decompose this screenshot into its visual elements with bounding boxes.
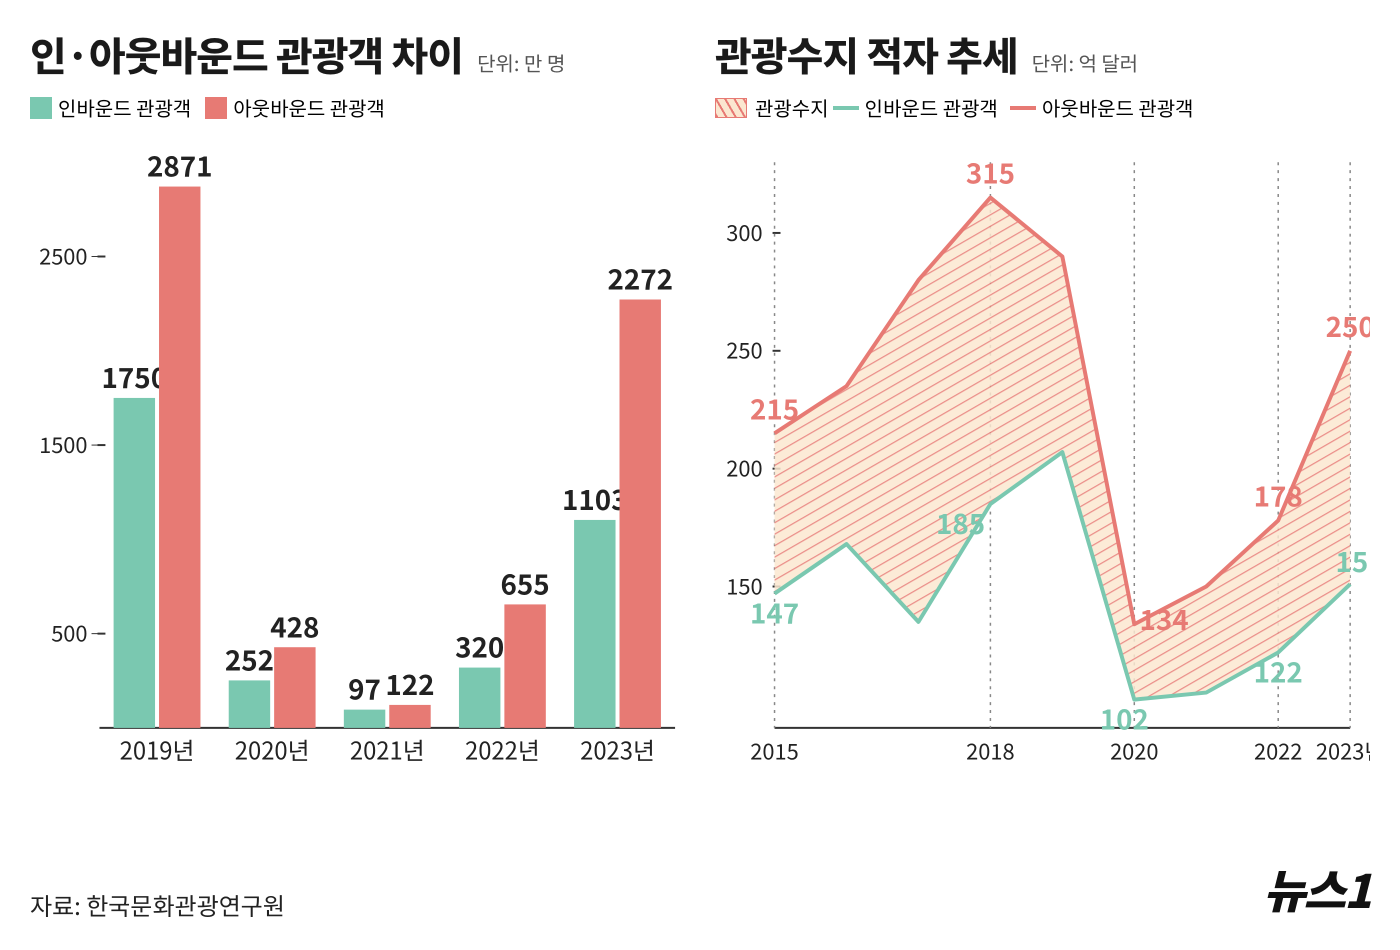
outbound-line-swatch xyxy=(1010,106,1036,110)
bar-value-label: 428 xyxy=(270,606,319,646)
bar-category-label: 2020년 xyxy=(235,732,310,767)
bar-category-label: 2021년 xyxy=(350,732,425,767)
line-value-label: 122 xyxy=(1254,651,1303,691)
legend-inbound-line-label: 인바운드 관광객 xyxy=(865,93,998,122)
svg-text:300: 300 xyxy=(726,217,762,248)
svg-text:250: 250 xyxy=(726,335,762,366)
bar-value-label: 2272 xyxy=(607,259,673,299)
line-value-label: 102 xyxy=(1100,698,1149,738)
svg-text:2500: 2500 xyxy=(39,240,87,271)
line-value-label: 215 xyxy=(750,388,799,428)
bar-category-label: 2019년 xyxy=(120,732,195,767)
bar-chart-panel: 인·아웃바운드 관광객 차이 단위: 만 명 인바운드 관광객 아웃바운드 관광… xyxy=(30,25,685,780)
bar-value-label: 122 xyxy=(385,664,434,704)
line-chart-legend: 관광수지 인바운드 관광객 아웃바운드 관광객 xyxy=(715,93,1370,122)
line-chart-svg: 1502002503002153151341782501471851021221… xyxy=(715,130,1370,780)
line-value-label: 185 xyxy=(936,503,985,543)
balance-swatch xyxy=(715,98,747,118)
bar-value-label: 1103 xyxy=(562,479,628,519)
x-tick-label: 2015 xyxy=(750,736,798,767)
bar-inbound xyxy=(344,710,385,728)
bar-outbound xyxy=(389,705,430,728)
svg-text:500: 500 xyxy=(51,618,87,649)
line-chart-title: 관광수지 적자 추세 xyxy=(715,25,1018,83)
line-value-label: 250 xyxy=(1326,306,1370,346)
legend-outbound-line-label: 아웃바운드 관광객 xyxy=(1042,93,1194,122)
bar-inbound xyxy=(114,398,155,728)
x-tick-label: 2023년 xyxy=(1316,736,1370,767)
bar-chart-area: 500 1500 2500 1750 2871 2019년 252428 2020년 97122… xyxy=(30,130,685,780)
bar-category-label: 2022년 xyxy=(465,732,540,767)
bar-inbound xyxy=(459,668,500,728)
legend-outbound-label: 아웃바운드 관광객 xyxy=(233,93,385,122)
bar-chart-svg: 500 1500 2500 1750 2871 2019년 252428 2020년 97122… xyxy=(30,130,685,780)
bar-category-label: 2023년 xyxy=(580,732,655,767)
bar-chart-title: 인·아웃바운드 관광객 차이 xyxy=(30,25,463,83)
x-tick-label: 2018 xyxy=(966,736,1014,767)
bar-chart-unit: 단위: 만 명 xyxy=(477,48,565,77)
bar-value-label: 655 xyxy=(501,563,550,603)
brand-logo: 뉴스1 xyxy=(1263,856,1370,922)
line-value-label: 315 xyxy=(966,153,1015,193)
line-value-label: 151 xyxy=(1335,541,1370,581)
x-tick-label: 2022 xyxy=(1254,736,1302,767)
bar-value-label: 320 xyxy=(455,627,504,667)
line-value-label: 134 xyxy=(1139,599,1188,639)
legend-balance-label: 관광수지 xyxy=(755,93,829,122)
line-value-label: 147 xyxy=(750,592,799,632)
bar-value-label: 252 xyxy=(225,639,274,679)
bar-chart-legend: 인바운드 관광객 아웃바운드 관광객 xyxy=(30,93,685,122)
bar-value-label: 2871 xyxy=(147,146,213,186)
svg-text:1500: 1500 xyxy=(39,429,87,460)
inbound-line-swatch xyxy=(833,106,859,110)
legend-inbound-label: 인바운드 관광객 xyxy=(58,93,191,122)
balance-area xyxy=(775,198,1351,700)
bar-inbound xyxy=(229,680,270,728)
x-tick-label: 2020 xyxy=(1110,736,1158,767)
inbound-swatch xyxy=(30,97,52,119)
bar-value-label: 97 xyxy=(348,669,381,709)
bar-outbound xyxy=(620,300,661,728)
source-text: 자료: 한국문화관광연구원 xyxy=(30,887,285,922)
line-value-label: 178 xyxy=(1254,476,1303,516)
bar-value-label: 1750 xyxy=(102,357,168,397)
line-chart-unit: 단위: 억 달러 xyxy=(1032,48,1139,77)
bar-outbound xyxy=(504,604,545,728)
line-chart-panel: 관광수지 적자 추세 단위: 억 달러 관광수지 인바운드 관광객 아웃바운드 … xyxy=(715,25,1370,780)
bar-inbound xyxy=(574,520,615,728)
line-chart-area: 1502002503002153151341782501471851021221… xyxy=(715,130,1370,780)
bar-outbound xyxy=(274,647,315,728)
bar-outbound xyxy=(159,187,200,728)
outbound-swatch xyxy=(205,97,227,119)
svg-text:200: 200 xyxy=(726,453,762,484)
